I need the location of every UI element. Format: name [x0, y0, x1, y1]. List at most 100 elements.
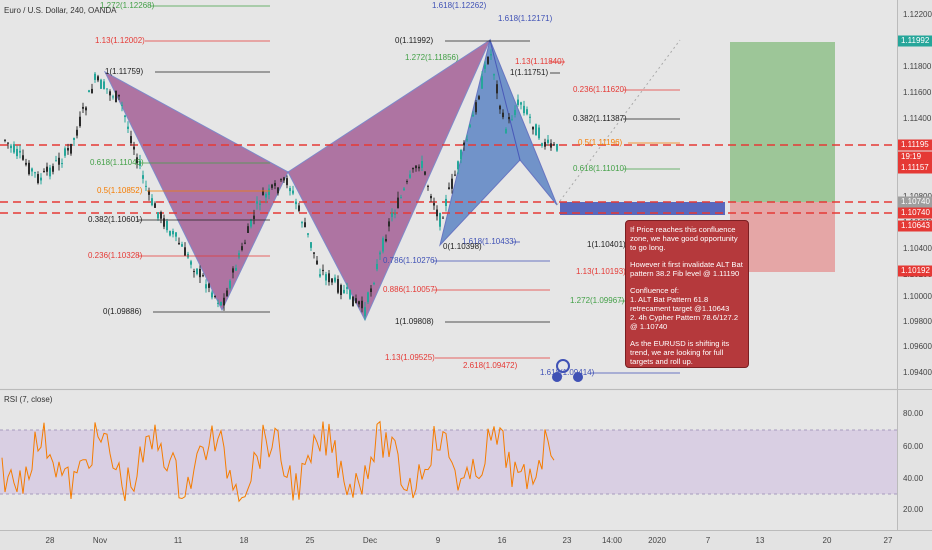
- fib-label: 0.786(1.10276): [383, 256, 438, 265]
- fib-label: 1(1.10401): [587, 240, 626, 249]
- candle-body: [202, 275, 204, 277]
- candle-body: [178, 242, 180, 245]
- time-label: 16: [498, 536, 507, 545]
- price-label: 1.12200: [903, 10, 932, 19]
- candle-body: [289, 188, 291, 192]
- rsi-band: [0, 430, 897, 494]
- candle-body: [55, 160, 57, 162]
- candle-body: [52, 166, 54, 172]
- candle-body: [292, 190, 294, 194]
- price-badge-text: 1.11157: [901, 163, 929, 172]
- candle-body: [223, 297, 225, 306]
- candle-body: [307, 233, 309, 235]
- candle-body: [193, 271, 195, 273]
- candle-body: [436, 209, 438, 217]
- candle-body: [61, 163, 63, 165]
- candle-body: [136, 157, 138, 164]
- candle-body: [106, 88, 108, 90]
- time-label: 20: [823, 536, 832, 545]
- fib-label: 1.272(1.11856): [405, 53, 459, 62]
- candle-body: [4, 139, 6, 141]
- candle-body: [94, 73, 96, 80]
- price-label: 1.09800: [903, 317, 932, 326]
- fib-label: 1(1.11759): [105, 67, 143, 76]
- price-badge: [898, 139, 932, 151]
- candle-body: [226, 290, 228, 297]
- fib-label: 1.272(1.12268): [100, 1, 155, 10]
- price-label: 1.10400: [903, 244, 932, 253]
- rsi-line: [1, 420, 555, 503]
- time-label: Nov: [93, 536, 107, 545]
- fib-label: 0.5(1.10852): [97, 186, 143, 195]
- candle-body: [448, 187, 450, 189]
- fib-label: 1.618(1.12171): [498, 14, 553, 23]
- candle-body: [547, 139, 549, 143]
- candle-body: [457, 161, 459, 170]
- candle-body: [40, 177, 42, 181]
- candle-body: [112, 96, 114, 98]
- price-label: 1.11800: [903, 62, 932, 71]
- time-label: 2020: [648, 536, 666, 545]
- candle-body: [355, 298, 357, 303]
- candle-body: [160, 212, 162, 219]
- candle-body: [478, 96, 480, 100]
- candle-body: [481, 76, 483, 89]
- candle-body: [196, 268, 198, 275]
- candle-body: [367, 292, 369, 303]
- candle-body: [58, 157, 60, 165]
- candle-body: [301, 222, 303, 224]
- candle-body: [502, 112, 504, 118]
- candle-body: [124, 115, 126, 118]
- candle-body: [286, 178, 288, 186]
- candle-body: [394, 213, 396, 215]
- candle-body: [190, 261, 192, 265]
- candle-body: [328, 273, 330, 283]
- fib-label: 1.13(1.12002): [95, 36, 145, 45]
- candle-body: [169, 230, 171, 236]
- candle-body: [130, 136, 132, 144]
- candle-body: [439, 213, 441, 227]
- time-label: 28: [46, 536, 55, 545]
- fib-label: 0.382(1.10601): [88, 215, 143, 224]
- candle-body: [352, 296, 354, 307]
- candle-body: [34, 172, 36, 174]
- price-badge-text: 1.11992: [901, 36, 930, 45]
- candle-body: [103, 81, 105, 89]
- idea-note: If Price reaches this confluence zone, w…: [625, 220, 749, 368]
- candle-body: [253, 215, 255, 219]
- candle-body: [16, 148, 18, 157]
- candle-body: [334, 277, 336, 282]
- candle-body: [385, 239, 387, 242]
- candle-body: [442, 217, 444, 219]
- candle-body: [319, 274, 321, 277]
- candle-body: [76, 129, 78, 136]
- candle-body: [376, 263, 378, 270]
- candle-body: [298, 205, 300, 211]
- candle-body: [241, 246, 243, 251]
- price-badge: [898, 35, 932, 47]
- candle-body: [277, 187, 279, 194]
- candle-body: [7, 142, 9, 144]
- price-badge: [898, 265, 932, 277]
- candle-body: [532, 126, 534, 130]
- time-label: 23: [563, 536, 572, 545]
- note-text: Confluence of: 1. ALT Bat Pattern 61.8 r…: [630, 286, 739, 331]
- candle-body: [118, 94, 120, 97]
- note-text: However it first invalidate ALT Bat patt…: [630, 260, 743, 278]
- candle-body: [232, 268, 234, 273]
- candle-body: [145, 185, 147, 187]
- candle-body: [514, 110, 516, 115]
- fib-label: 1.13(1.11840): [515, 57, 565, 66]
- candle-body: [10, 145, 12, 149]
- candle-body: [472, 114, 474, 117]
- candle-body: [280, 179, 282, 181]
- candle-body: [310, 242, 312, 248]
- candle-body: [484, 64, 486, 69]
- price-badge: [898, 162, 932, 174]
- candle-body: [142, 175, 144, 179]
- time-label: 13: [756, 536, 765, 545]
- candle-body: [526, 109, 528, 115]
- candle-body: [421, 161, 423, 168]
- rsi-label: 40.00: [903, 474, 924, 483]
